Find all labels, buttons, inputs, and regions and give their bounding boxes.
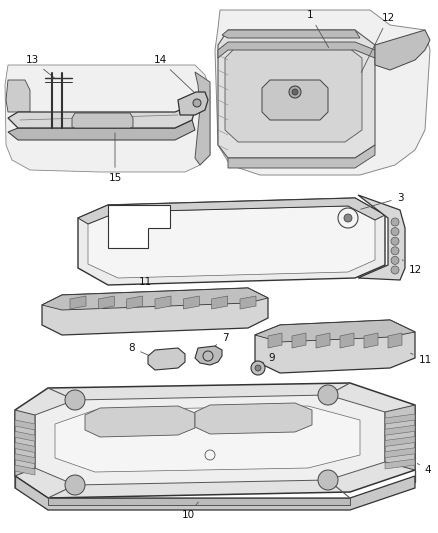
Polygon shape (15, 454, 35, 464)
Circle shape (65, 475, 85, 495)
Polygon shape (225, 45, 362, 142)
Polygon shape (15, 420, 35, 430)
Circle shape (391, 218, 399, 226)
Text: 9: 9 (261, 353, 276, 364)
Polygon shape (268, 333, 282, 348)
Polygon shape (15, 431, 35, 441)
Polygon shape (375, 30, 430, 70)
Circle shape (255, 365, 261, 371)
Polygon shape (78, 198, 385, 224)
Polygon shape (42, 288, 268, 335)
Polygon shape (148, 348, 185, 370)
Polygon shape (195, 346, 222, 365)
Polygon shape (255, 320, 415, 373)
Polygon shape (385, 448, 415, 458)
Polygon shape (184, 296, 199, 309)
Polygon shape (8, 105, 195, 128)
Polygon shape (5, 65, 210, 172)
Polygon shape (6, 80, 30, 112)
Circle shape (391, 266, 399, 274)
Polygon shape (195, 403, 312, 434)
Polygon shape (178, 92, 208, 115)
Polygon shape (155, 296, 171, 309)
Polygon shape (262, 80, 328, 120)
Polygon shape (99, 296, 114, 309)
Polygon shape (385, 459, 415, 469)
Text: 11: 11 (410, 353, 431, 365)
Polygon shape (8, 120, 195, 140)
Polygon shape (358, 195, 405, 280)
Polygon shape (108, 205, 170, 248)
Polygon shape (218, 30, 375, 158)
Text: 4: 4 (417, 464, 431, 475)
Text: 1: 1 (307, 10, 328, 47)
Circle shape (318, 470, 338, 490)
Polygon shape (222, 30, 360, 38)
Text: 12: 12 (402, 260, 422, 275)
Circle shape (251, 361, 265, 375)
Circle shape (65, 390, 85, 410)
Polygon shape (35, 395, 385, 485)
Polygon shape (212, 296, 228, 309)
Text: 7: 7 (212, 333, 228, 348)
Polygon shape (218, 42, 375, 58)
Polygon shape (48, 498, 350, 505)
Text: 15: 15 (108, 133, 122, 183)
Polygon shape (228, 145, 375, 168)
Polygon shape (88, 206, 375, 278)
Polygon shape (15, 410, 35, 476)
Text: 3: 3 (360, 193, 403, 209)
Polygon shape (340, 333, 354, 348)
Circle shape (391, 237, 399, 245)
Polygon shape (72, 113, 133, 128)
Polygon shape (240, 296, 256, 309)
Circle shape (391, 247, 399, 255)
Polygon shape (215, 10, 430, 175)
Polygon shape (85, 406, 195, 437)
Text: 11: 11 (138, 277, 154, 304)
Polygon shape (385, 437, 415, 447)
Polygon shape (385, 425, 415, 435)
Text: 14: 14 (153, 55, 195, 93)
Circle shape (344, 214, 352, 222)
Circle shape (318, 385, 338, 405)
Polygon shape (195, 72, 210, 165)
Text: 8: 8 (129, 343, 152, 357)
Polygon shape (385, 414, 415, 424)
Polygon shape (316, 333, 330, 348)
Text: 12: 12 (361, 13, 395, 72)
Polygon shape (388, 333, 402, 348)
Circle shape (292, 89, 298, 95)
Text: 13: 13 (25, 55, 55, 78)
Polygon shape (55, 406, 360, 472)
Polygon shape (15, 383, 415, 498)
Circle shape (391, 228, 399, 236)
Polygon shape (42, 288, 268, 310)
Polygon shape (15, 465, 35, 475)
Polygon shape (385, 405, 415, 470)
Polygon shape (70, 296, 86, 309)
Circle shape (391, 256, 399, 264)
Polygon shape (15, 476, 415, 510)
Text: 10: 10 (181, 502, 198, 520)
Polygon shape (292, 333, 306, 348)
Polygon shape (78, 198, 385, 285)
Polygon shape (127, 296, 143, 309)
Polygon shape (364, 333, 378, 348)
Circle shape (193, 99, 201, 107)
Polygon shape (15, 442, 35, 453)
Polygon shape (255, 320, 415, 342)
Circle shape (289, 86, 301, 98)
